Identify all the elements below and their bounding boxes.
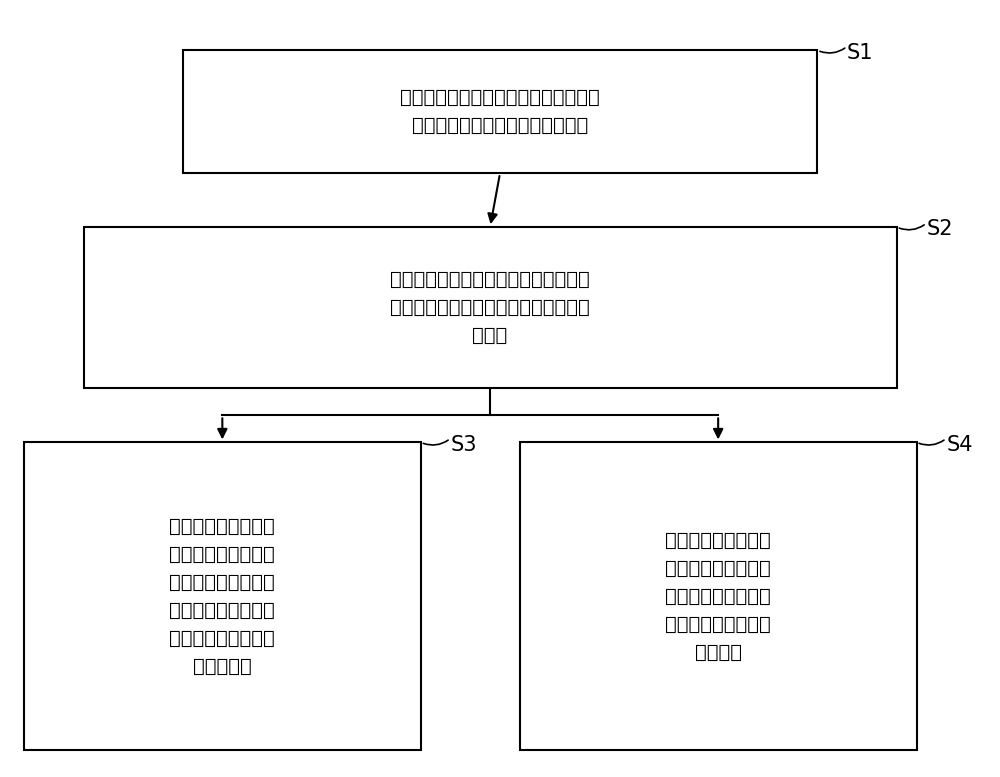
Text: S3: S3 [450, 434, 477, 455]
Text: 获取加热织物的目标加热部位，并获取
所述目标加热部位的目标加热温度: 获取加热织物的目标加热部位，并获取 所述目标加热部位的目标加热温度 [400, 89, 600, 135]
Bar [520, 442, 917, 750]
Text: S2: S2 [926, 219, 953, 239]
Text: S1: S1 [847, 43, 874, 63]
Text: 获取所述目标加热部位的检测温度，并
将所述检测温度与所述目标加热温度进
行对比: 获取所述目标加热部位的检测温度，并 将所述检测温度与所述目标加热温度进 行对比 [390, 270, 590, 345]
Bar [183, 51, 817, 173]
Text: S4: S4 [946, 434, 973, 455]
Bar [84, 227, 897, 388]
Text: 若所述目标加热温度
大于所述检测温度，
则通过循环水泵和分
配器控制所述目标加
热部位内的加热软管
实现水循环: 若所述目标加热温度 大于所述检测温度， 则通过循环水泵和分 配器控制所述目标加 … [169, 517, 275, 675]
Text: 若所述目标加热温度
小于或等于所述检测
温度，则退出当前的
所述目标加热部位的
加热流程: 若所述目标加热温度 小于或等于所述检测 温度，则退出当前的 所述目标加热部位的 … [665, 531, 771, 661]
Bar [24, 442, 421, 750]
